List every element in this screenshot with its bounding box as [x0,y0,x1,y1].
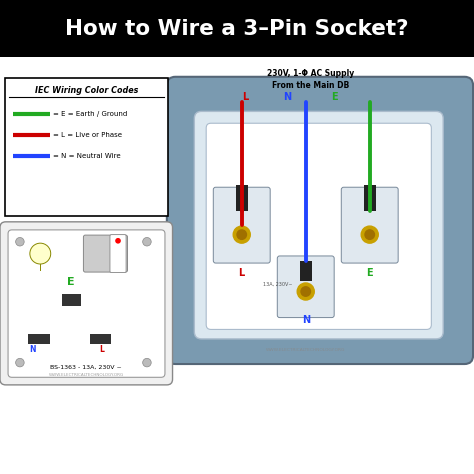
FancyBboxPatch shape [194,111,443,339]
FancyBboxPatch shape [83,235,128,272]
FancyBboxPatch shape [8,230,165,377]
Circle shape [16,358,24,367]
Text: WWW.ELECTRICALTECHNOLOGY.ORG: WWW.ELECTRICALTECHNOLOGY.ORG [49,374,124,377]
Bar [364,185,376,211]
Text: = N = Neutral Wire: = N = Neutral Wire [53,154,121,159]
Text: E: E [331,92,337,102]
FancyBboxPatch shape [5,78,168,216]
Text: 13A, 230V~: 13A, 230V~ [263,282,292,287]
Circle shape [361,226,378,243]
Bar [236,185,248,211]
Circle shape [143,358,151,367]
Text: How to Wire a 3–Pin Socket?: How to Wire a 3–Pin Socket? [65,19,409,39]
Circle shape [16,237,24,246]
Text: 230V, 1-Φ AC Supply: 230V, 1-Φ AC Supply [267,69,354,78]
Text: = E = Earth / Ground: = E = Earth / Ground [53,111,128,117]
Bar [300,261,312,281]
FancyBboxPatch shape [0,222,173,385]
Text: N: N [283,92,291,102]
FancyBboxPatch shape [0,0,474,57]
FancyBboxPatch shape [167,77,473,364]
Circle shape [237,230,246,239]
Circle shape [365,230,374,239]
Text: BS-1363 - 13A, 230V ~: BS-1363 - 13A, 230V ~ [50,365,122,370]
Text: L: L [100,345,104,354]
Circle shape [143,237,151,246]
Text: WWW.ELECTRICALTECHNOLOGY.ORG: WWW.ELECTRICALTECHNOLOGY.ORG [266,348,346,352]
FancyBboxPatch shape [213,187,270,263]
Bar [28,334,50,344]
Circle shape [233,226,250,243]
FancyBboxPatch shape [110,235,126,273]
Circle shape [30,243,51,264]
Bar [62,294,81,306]
Text: N: N [301,315,310,325]
Text: E: E [366,267,373,278]
Text: L: L [238,267,245,278]
Text: IEC Wiring Color Codes: IEC Wiring Color Codes [35,86,138,94]
Text: = L = Live or Phase: = L = Live or Phase [53,132,122,138]
Circle shape [301,287,310,296]
FancyBboxPatch shape [277,256,334,318]
FancyBboxPatch shape [341,187,398,263]
Text: N: N [29,345,36,354]
Text: From the Main DB: From the Main DB [272,81,349,90]
Circle shape [297,283,314,300]
Bar [90,334,111,344]
FancyBboxPatch shape [206,123,431,329]
Circle shape [115,238,121,244]
Text: L: L [242,92,249,102]
Text: E: E [67,277,75,287]
